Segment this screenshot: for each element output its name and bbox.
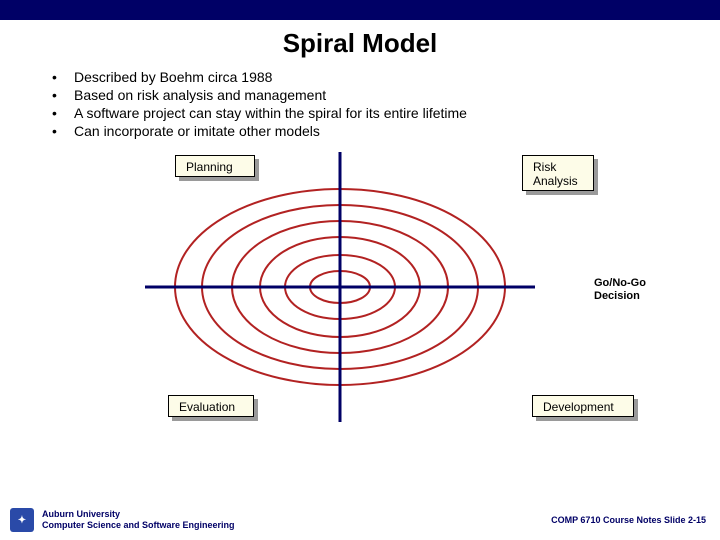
header-bar [0, 0, 720, 20]
evaluation-box: Evaluation [168, 395, 254, 417]
slide-title: Spiral Model [0, 20, 720, 69]
bullet-item: Based on risk analysis and management [52, 87, 680, 103]
development-box: Development [532, 395, 634, 417]
planning-box: Planning [175, 155, 255, 177]
spiral-svg [130, 147, 550, 427]
risk-analysis-box: RiskAnalysis [522, 155, 594, 191]
development-label: Development [543, 400, 614, 414]
planning-label: Planning [186, 160, 233, 174]
risk-label: RiskAnalysis [533, 160, 578, 188]
bullet-item: A software project can stay within the s… [52, 105, 680, 121]
bullet-item: Can incorporate or imitate other models [52, 123, 680, 139]
footer-university: Auburn University [42, 509, 235, 520]
gonogo-text: Go/No-GoDecision [594, 277, 646, 302]
footer-dept: Computer Science and Software Engineerin… [42, 520, 235, 531]
bullet-list: Described by Boehm circa 1988 Based on r… [0, 69, 720, 139]
bullet-item: Described by Boehm circa 1988 [52, 69, 680, 85]
footer-affiliation: Auburn University Computer Science and S… [42, 509, 235, 531]
spiral-diagram: Planning RiskAnalysis Evaluation Develop… [0, 147, 720, 437]
university-logo-icon: ✦ [10, 508, 34, 532]
gonogo-annotation: Go/No-GoDecision [594, 277, 646, 303]
footer-left: ✦ Auburn University Computer Science and… [10, 508, 235, 532]
footer-slide-number: COMP 6710 Course Notes Slide 2-15 [551, 515, 706, 525]
footer: ✦ Auburn University Computer Science and… [0, 502, 720, 540]
evaluation-label: Evaluation [179, 400, 235, 414]
